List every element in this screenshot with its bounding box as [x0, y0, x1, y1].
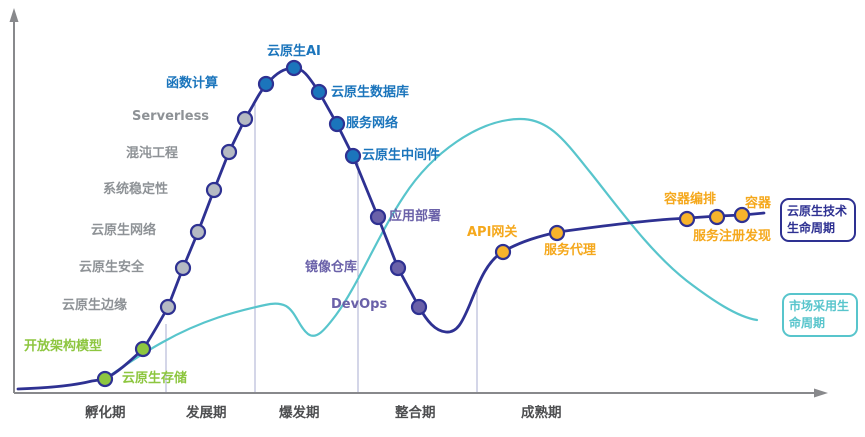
milestone-label-fuwudaili: 服务代理 [544, 243, 597, 258]
milestone-label-yunyuanshengbianyuan: 云原生边缘 [62, 298, 128, 313]
milestone-point-yunyuanshengwangluo [189, 223, 207, 241]
milestone-point-serverless [236, 110, 254, 128]
market-adoption-curve [100, 117, 759, 383]
milestone-label-xitongwendingxing: 系统稳定性 [103, 182, 169, 197]
milestone-label-yunyuanshengai: 云原生AI [267, 44, 321, 59]
milestone-label-rongqi: 容器 [745, 196, 772, 211]
milestone-point-jingxiangcangku [389, 259, 407, 277]
milestone-label-hanshujisuan: 函数计算 [166, 76, 219, 91]
phase-label-maturity: 成熟期 [521, 405, 562, 421]
milestone-point-xitongwendingxing [205, 181, 223, 199]
phase-label-integration: 整合期 [395, 405, 436, 421]
milestone-label-yunyuanshengwangluo: 云原生网络 [91, 223, 157, 238]
milestone-label-apiwangguan: API网关 [467, 225, 518, 240]
legend-market-lifecycle: 市场采用生命周期 [782, 293, 858, 337]
milestone-point-yunyuanshenganquan [174, 259, 192, 277]
y-axis-arrow-icon [9, 8, 19, 22]
milestone-point-apiwangguan [494, 243, 512, 261]
milestone-label-fuwuwangluo: 服务网络 [346, 116, 399, 131]
milestone-point-yunyuanshengbianyuan [159, 298, 177, 316]
milestone-point-rongqibianpai [678, 210, 696, 228]
milestone-label-hundungongcheng: 混沌工程 [126, 146, 179, 161]
milestone-point-rongqi [733, 206, 751, 224]
milestone-point-fuwuwangluo [328, 115, 346, 133]
milestone-label-jingxiangcangku: 镜像仓库 [305, 260, 358, 275]
milestone-point-hanshujisuan [257, 75, 275, 93]
milestone-point-yunyuanshengai [285, 59, 303, 77]
phase-label-development: 发展期 [186, 405, 227, 421]
phase-label-explosion: 爆发期 [279, 405, 320, 421]
milestone-point-yunyuanshengcunchu [96, 370, 114, 388]
milestone-label-kaifangjiagoumoxing: 开放架构模型 [24, 339, 103, 354]
milestone-point-yunyuanshengzhongjianjian [344, 147, 362, 165]
milestone-point-kaifangjiagoumoxing [134, 340, 152, 358]
phase-label-incubation: 孵化期 [85, 405, 126, 421]
x-axis-arrow-icon [814, 388, 828, 398]
milestone-label-yunyuanshenganquan: 云原生安全 [79, 260, 145, 275]
milestone-label-fuwuzhucefaxian: 服务注册发现 [693, 229, 772, 244]
milestone-label-rongqibianpai: 容器编排 [664, 192, 717, 207]
milestone-point-yunyuanshengshujuku [310, 83, 328, 101]
milestone-point-yingyongbushu [369, 208, 387, 226]
legend-tech-lifecycle: 云原生技术生命周期 [780, 198, 856, 242]
milestone-point-fuwuzhucefaxian [708, 208, 726, 226]
milestone-point-devops [410, 298, 428, 316]
milestone-point-fuwudaili [548, 224, 566, 242]
milestone-label-yunyuanshengzhongjianjian: 云原生中间件 [362, 148, 441, 163]
milestone-label-serverless: Serverless [132, 109, 210, 124]
milestone-label-yunyuanshengcunchu: 云原生存储 [122, 371, 188, 386]
milestone-label-devops: DevOps [331, 297, 388, 312]
milestone-point-hundungongcheng [220, 143, 238, 161]
milestone-label-yingyongbushu: 应用部署 [389, 209, 442, 224]
milestone-label-yunyuanshengshujuku: 云原生数据库 [331, 85, 410, 100]
